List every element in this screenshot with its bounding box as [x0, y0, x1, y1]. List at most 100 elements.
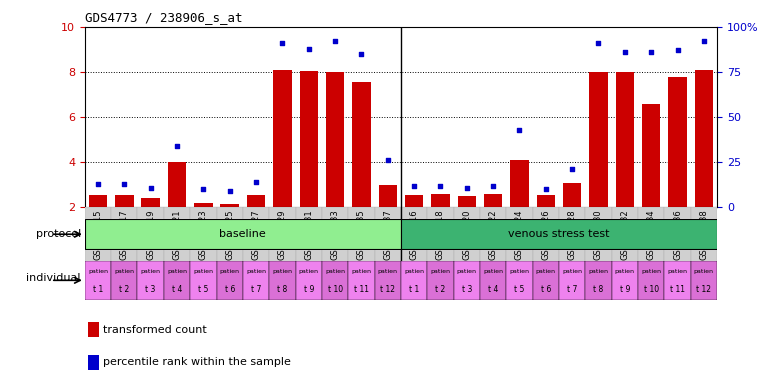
- Bar: [507, 261, 533, 300]
- Bar: [585, 207, 611, 275]
- Text: t 7: t 7: [567, 285, 577, 295]
- Text: GSM949418: GSM949418: [436, 209, 445, 260]
- Bar: [559, 207, 585, 275]
- Text: GSM949425: GSM949425: [225, 209, 234, 260]
- Bar: [269, 207, 295, 275]
- Bar: [611, 261, 638, 300]
- Text: t 1: t 1: [409, 285, 419, 295]
- Point: [698, 38, 710, 45]
- Text: GSM949433: GSM949433: [331, 209, 339, 260]
- Bar: [611, 207, 638, 275]
- Bar: [163, 207, 190, 275]
- Bar: [453, 207, 480, 275]
- Bar: [89, 195, 107, 207]
- Bar: [691, 261, 717, 300]
- Text: GSM949424: GSM949424: [515, 209, 524, 260]
- Bar: [427, 207, 453, 275]
- Point: [302, 45, 315, 51]
- Text: GSM949431: GSM949431: [305, 209, 313, 260]
- Text: GSM949426: GSM949426: [541, 209, 550, 260]
- Text: patien: patien: [352, 269, 372, 275]
- Text: protocol: protocol: [35, 229, 81, 239]
- Text: patien: patien: [456, 269, 476, 275]
- Bar: [88, 354, 99, 370]
- Bar: [326, 72, 345, 207]
- Text: patien: patien: [378, 269, 398, 275]
- Bar: [299, 71, 318, 207]
- Text: patien: patien: [167, 269, 187, 275]
- Bar: [480, 207, 507, 275]
- Bar: [375, 261, 401, 300]
- Text: t 3: t 3: [146, 285, 156, 295]
- Text: t 6: t 6: [224, 285, 235, 295]
- Text: t 5: t 5: [514, 285, 524, 295]
- Bar: [457, 196, 476, 207]
- Bar: [668, 76, 687, 207]
- Text: GSM949438: GSM949438: [699, 209, 709, 260]
- Bar: [137, 261, 163, 300]
- Text: patien: patien: [220, 269, 240, 275]
- Point: [382, 157, 394, 164]
- Text: GDS4773 / 238906_s_at: GDS4773 / 238906_s_at: [85, 11, 242, 24]
- Bar: [615, 72, 634, 207]
- Bar: [221, 204, 239, 207]
- Text: GSM949416: GSM949416: [409, 209, 419, 260]
- Point: [224, 188, 236, 194]
- Text: patien: patien: [194, 269, 214, 275]
- Bar: [665, 261, 691, 300]
- Bar: [295, 261, 322, 300]
- Text: t 7: t 7: [251, 285, 261, 295]
- Bar: [322, 261, 348, 300]
- Text: t 4: t 4: [488, 285, 498, 295]
- Text: GSM949437: GSM949437: [383, 209, 392, 260]
- Text: individual: individual: [26, 273, 81, 283]
- Text: patien: patien: [114, 269, 134, 275]
- Bar: [642, 104, 661, 207]
- Point: [645, 49, 658, 55]
- Text: patien: patien: [694, 269, 714, 275]
- Text: patien: patien: [272, 269, 292, 275]
- Bar: [507, 207, 533, 275]
- Text: GSM949419: GSM949419: [146, 209, 155, 260]
- Point: [118, 181, 130, 187]
- Text: t 8: t 8: [278, 285, 288, 295]
- Text: t 2: t 2: [120, 285, 130, 295]
- Bar: [563, 182, 581, 207]
- Text: GSM949434: GSM949434: [647, 209, 655, 260]
- Text: GSM949417: GSM949417: [120, 209, 129, 260]
- Point: [355, 51, 368, 57]
- Bar: [247, 195, 265, 207]
- Text: patien: patien: [404, 269, 424, 275]
- Text: t 9: t 9: [620, 285, 630, 295]
- Point: [171, 143, 183, 149]
- Bar: [243, 207, 269, 275]
- Point: [592, 40, 604, 46]
- Bar: [537, 195, 555, 207]
- Text: patien: patien: [510, 269, 530, 275]
- Point: [250, 179, 262, 185]
- Point: [487, 183, 500, 189]
- Bar: [85, 220, 401, 249]
- Text: GSM949427: GSM949427: [251, 209, 261, 260]
- Bar: [401, 220, 717, 249]
- Bar: [559, 261, 585, 300]
- Bar: [484, 194, 503, 207]
- Text: t 2: t 2: [436, 285, 446, 295]
- Bar: [375, 207, 401, 275]
- Text: GSM949415: GSM949415: [93, 209, 103, 260]
- Text: t 12: t 12: [696, 285, 712, 295]
- Text: t 12: t 12: [380, 285, 396, 295]
- Point: [92, 181, 104, 187]
- Text: t 1: t 1: [93, 285, 103, 295]
- Text: patien: patien: [536, 269, 556, 275]
- Bar: [638, 207, 665, 275]
- Text: t 10: t 10: [644, 285, 658, 295]
- Bar: [163, 261, 190, 300]
- Text: GSM949422: GSM949422: [489, 209, 497, 260]
- Bar: [691, 207, 717, 275]
- Bar: [352, 82, 371, 207]
- Text: t 8: t 8: [594, 285, 604, 295]
- Bar: [348, 207, 375, 275]
- Text: t 6: t 6: [540, 285, 551, 295]
- Text: t 5: t 5: [198, 285, 208, 295]
